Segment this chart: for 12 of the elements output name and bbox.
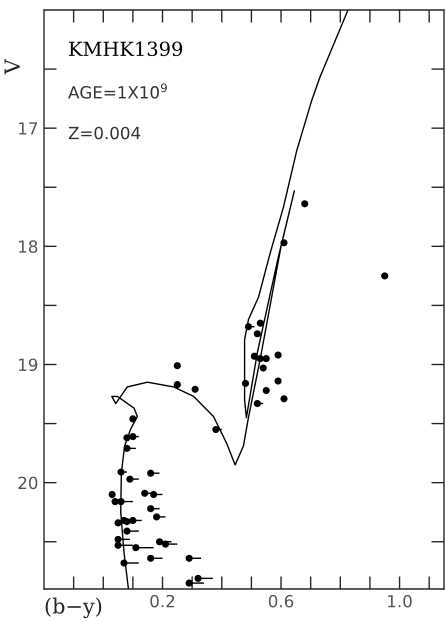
y-tick-label: 19 xyxy=(19,358,38,372)
x-tick-label: 0.6 xyxy=(268,594,294,608)
annotation: Z=0.004 xyxy=(68,126,140,140)
x-axis-title: (b−y) xyxy=(46,598,102,618)
y-tick-label: 20 xyxy=(18,476,38,490)
x-tick-label: 0.2 xyxy=(150,594,174,608)
annotation: KMHK1399 xyxy=(69,41,182,56)
y-tick-label: 18 xyxy=(19,240,38,253)
x-tick-label: 1.0 xyxy=(388,594,412,608)
y-tick-label: 17 xyxy=(19,122,38,134)
y-axis-title: V xyxy=(4,58,20,74)
annotation: AGE=1X10$^{9}$ xyxy=(68,83,167,99)
